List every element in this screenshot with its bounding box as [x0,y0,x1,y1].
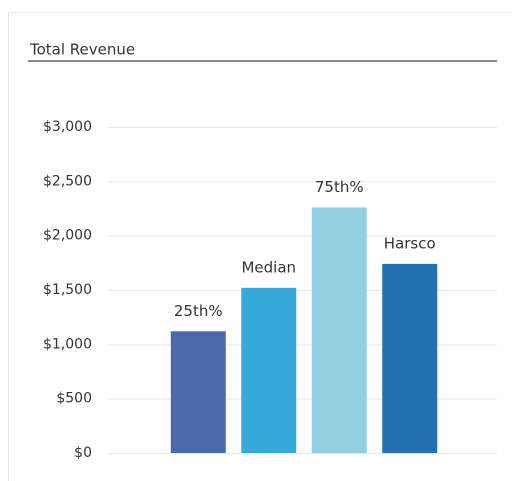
category-label: Harsco [384,234,436,252]
y-tick-label: $2,500 [43,173,92,189]
category-label: Median [241,258,296,276]
y-tick-label: $2,000 [43,228,92,244]
bar [170,331,226,453]
bar [382,263,438,453]
y-tick-label: $500 [56,391,92,407]
category-label: 25th% [174,302,223,320]
bar [241,287,297,453]
y-tick-label: $0 [74,445,92,461]
category-label: 75th% [315,178,364,196]
bar [311,207,367,453]
y-tick-label: $3,000 [43,119,92,135]
chart-title: Total Revenue [29,41,135,59]
y-tick-label: $1,000 [43,336,92,352]
y-tick-label: $1,500 [43,282,92,298]
